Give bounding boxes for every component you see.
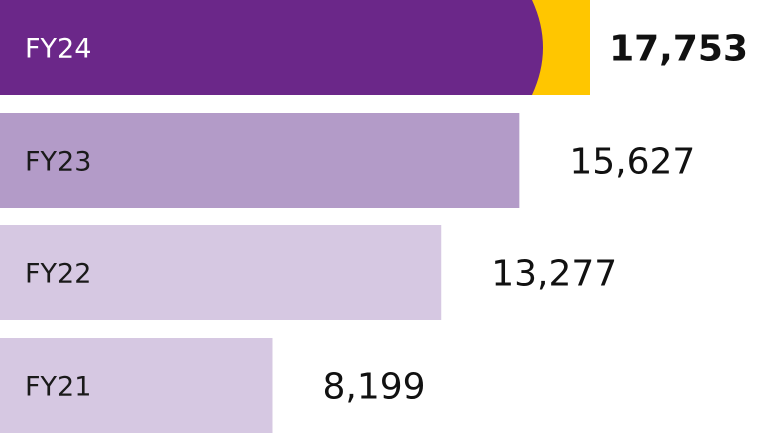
category-label: FY24 xyxy=(25,34,91,65)
category-label: FY21 xyxy=(25,372,91,403)
value-label: 17,753 xyxy=(609,29,748,70)
bar-FY22 xyxy=(0,225,442,320)
value-label: 15,627 xyxy=(569,142,695,183)
value-label: 8,199 xyxy=(322,367,425,408)
category-label: FY23 xyxy=(25,147,91,178)
value-label: 13,277 xyxy=(491,254,617,295)
bar-FY21 xyxy=(0,338,273,433)
bar-FY24 xyxy=(0,0,543,95)
bar-FY23 xyxy=(0,113,520,208)
category-label: FY22 xyxy=(25,259,91,290)
